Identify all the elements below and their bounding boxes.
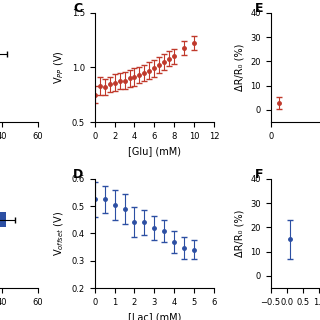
Y-axis label: V$_{offset}$ (V): V$_{offset}$ (V)	[52, 211, 66, 256]
X-axis label: [Glu] (mM): [Glu] (mM)	[128, 146, 181, 156]
Text: D: D	[73, 168, 84, 181]
Y-axis label: ΔR/R₀ (%): ΔR/R₀ (%)	[235, 210, 245, 257]
Y-axis label: ΔR/R₀ (%): ΔR/R₀ (%)	[235, 44, 245, 91]
Bar	[0, 212, 5, 227]
Text: F: F	[254, 168, 263, 181]
X-axis label: [Lac] (mM): [Lac] (mM)	[128, 312, 181, 320]
Text: C: C	[73, 2, 82, 15]
Y-axis label: V$_{PP}$ (V): V$_{PP}$ (V)	[53, 51, 66, 84]
Text: E: E	[254, 2, 263, 15]
